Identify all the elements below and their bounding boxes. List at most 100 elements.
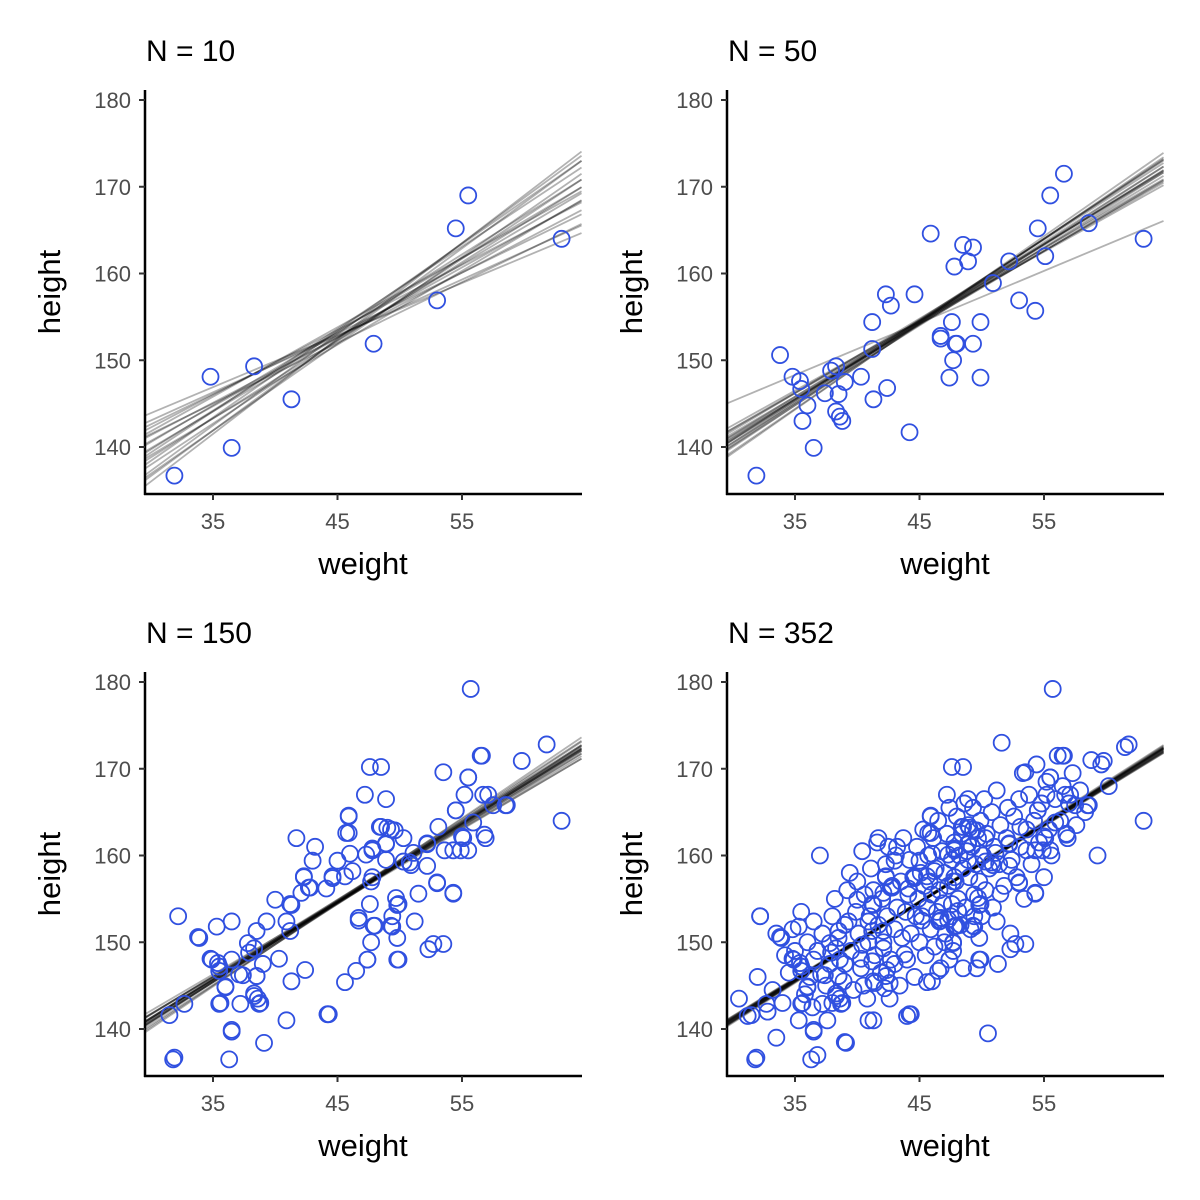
data-point [975,790,994,809]
data-point [1060,794,1078,813]
data-point [751,907,770,926]
data-point [512,752,531,770]
x-tick-label: 45 [325,1091,349,1116]
data-point [862,859,880,878]
data-point [763,981,782,999]
regression-line [727,749,1164,1023]
data-point [1040,820,1058,839]
data-point [808,1046,827,1064]
data-point [880,989,899,1008]
x-tick-label: 55 [450,1091,474,1116]
data-point [935,863,954,882]
data-point [825,889,844,908]
data-point [929,811,948,830]
data-point [779,963,798,982]
data-point [823,907,842,926]
y-tick-label: 170 [94,757,131,782]
data-point [418,835,437,854]
data-point [811,846,829,865]
data-point [947,334,966,353]
data-point [207,917,226,936]
data-point [905,968,924,986]
data-point [992,733,1011,752]
panel-4: N = 352 140 150 160 170 180 35 45 55 weight height [614,617,1164,1163]
data-point [1076,803,1094,822]
data-point [792,994,811,1013]
data-point [306,837,324,856]
data-point [240,943,259,962]
data-point [894,829,913,848]
x-axis-label: weight [317,1128,408,1163]
data-point [377,850,395,869]
data-point [936,924,955,943]
data-point [464,813,483,832]
data-point [428,874,447,893]
data-point [812,965,831,984]
data-points [160,680,571,1069]
data-point [864,896,883,914]
regression-line [727,159,1164,448]
data-point [997,829,1016,848]
x-tick-label: 55 [1032,509,1056,534]
x-tick-label: 55 [450,509,474,534]
data-point [908,837,926,856]
data-point [1048,746,1067,765]
data-point [1001,924,1020,943]
regression-line [145,178,582,470]
data-point [282,972,301,991]
data-point [190,929,209,947]
x-axis-label: weight [317,546,408,581]
data-point [944,351,963,370]
data-point [864,390,883,409]
data-point [341,844,359,863]
data-point [931,959,950,978]
data-point [854,976,873,995]
data-point [976,881,995,900]
data-point [815,384,834,403]
panel-3: N = 150 140 150 160 170 180 35 45 55 weight height [32,617,582,1163]
regression-line [145,166,582,458]
regression-line [145,192,582,453]
data-point [328,851,347,870]
data-point [823,994,842,1012]
data-point [1041,768,1060,787]
data-point [926,859,945,878]
data-point [1053,777,1072,795]
data-point [1022,855,1041,874]
panel-title: N = 50 [728,35,817,68]
data-point [405,912,424,931]
data-point [747,1048,766,1067]
regression-line [727,171,1164,448]
data-point [804,950,823,969]
data-point [201,367,220,386]
regression-line [145,224,582,425]
data-point [245,357,263,376]
data-point [852,367,870,386]
regression-line [727,181,1164,434]
data-point [1067,816,1086,835]
data-point [336,867,354,886]
data-point [231,994,250,1013]
data-points [730,680,1153,1069]
data-point [838,881,857,900]
x-tick-label: 35 [201,1091,225,1116]
regression-line [145,159,582,466]
data-point [955,794,974,813]
data-point [820,955,839,973]
data-point [418,857,437,875]
data-point [791,372,809,390]
regression-line [145,201,582,432]
data-point [1099,777,1118,795]
regression-line [727,746,1164,1028]
data-point [822,361,841,380]
y-tick-label: 140 [676,435,713,460]
data-point [969,829,987,848]
data-point [830,407,849,426]
data-point [1043,680,1062,698]
data-point [891,872,910,891]
data-point [1094,752,1113,770]
data-point [865,946,884,965]
data-point [942,313,961,331]
data-point [1007,868,1026,887]
data-point [793,412,812,430]
